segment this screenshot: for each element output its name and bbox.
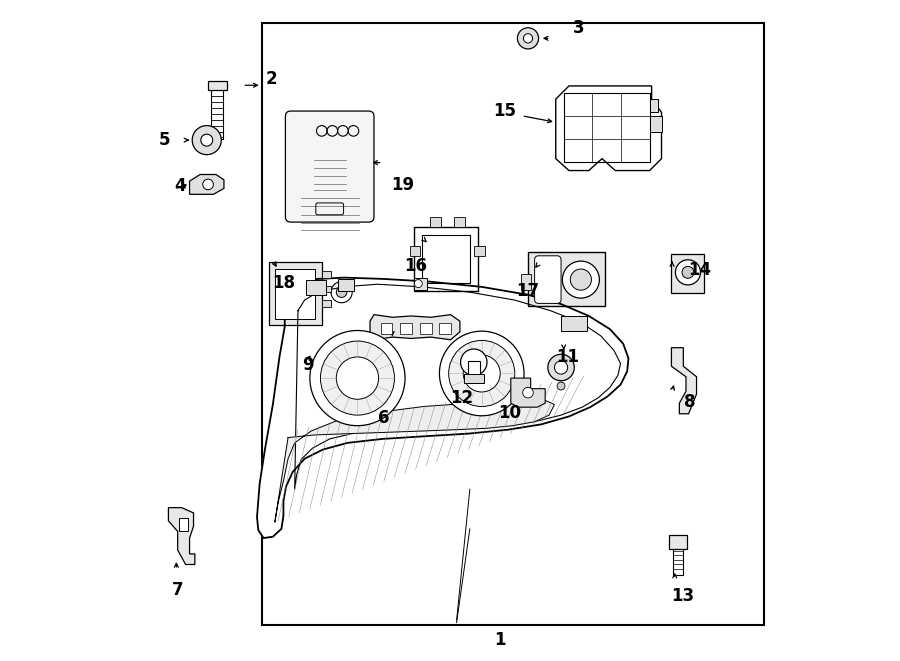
Bar bbox=[400, 323, 412, 334]
Circle shape bbox=[201, 134, 212, 146]
Circle shape bbox=[337, 287, 347, 297]
Bar bbox=[454, 217, 464, 227]
Circle shape bbox=[571, 269, 591, 290]
Polygon shape bbox=[370, 315, 460, 340]
Bar bbox=[521, 274, 531, 290]
Text: 6: 6 bbox=[378, 408, 390, 427]
Bar bbox=[430, 217, 441, 227]
Text: 5: 5 bbox=[158, 131, 170, 149]
Bar bbox=[322, 300, 331, 307]
Bar bbox=[306, 280, 326, 295]
Circle shape bbox=[337, 357, 379, 399]
Text: 11: 11 bbox=[556, 348, 580, 366]
Circle shape bbox=[320, 341, 394, 415]
Circle shape bbox=[193, 126, 221, 155]
Circle shape bbox=[524, 34, 533, 43]
Circle shape bbox=[562, 261, 599, 298]
Bar bbox=[474, 246, 485, 256]
Bar bbox=[414, 278, 427, 290]
Circle shape bbox=[310, 330, 405, 426]
Text: 10: 10 bbox=[498, 404, 521, 422]
Circle shape bbox=[449, 340, 515, 407]
Bar bbox=[561, 316, 588, 330]
Bar bbox=[414, 227, 478, 291]
Text: 17: 17 bbox=[517, 282, 540, 300]
Bar bbox=[269, 262, 322, 325]
Bar bbox=[464, 374, 483, 383]
Text: 14: 14 bbox=[688, 260, 711, 279]
Text: 19: 19 bbox=[391, 176, 414, 194]
Bar bbox=[322, 271, 331, 278]
Bar bbox=[338, 279, 355, 291]
Polygon shape bbox=[190, 175, 224, 194]
Polygon shape bbox=[511, 378, 545, 407]
Circle shape bbox=[414, 280, 422, 288]
Polygon shape bbox=[257, 278, 628, 538]
Bar bbox=[381, 323, 392, 334]
Bar bbox=[468, 361, 480, 375]
Circle shape bbox=[461, 349, 487, 375]
FancyBboxPatch shape bbox=[535, 256, 561, 303]
Text: 1: 1 bbox=[494, 631, 505, 649]
Bar bbox=[422, 235, 470, 283]
Polygon shape bbox=[556, 86, 662, 171]
Text: 13: 13 bbox=[671, 587, 694, 605]
Circle shape bbox=[439, 331, 524, 416]
Circle shape bbox=[331, 282, 352, 303]
Bar bbox=[650, 99, 658, 112]
Circle shape bbox=[675, 260, 700, 285]
FancyBboxPatch shape bbox=[285, 111, 374, 222]
Bar bbox=[563, 93, 650, 162]
Bar bbox=[275, 269, 315, 319]
Bar bbox=[528, 252, 605, 306]
Circle shape bbox=[682, 266, 694, 278]
Circle shape bbox=[518, 28, 538, 49]
Polygon shape bbox=[168, 508, 195, 564]
Bar bbox=[179, 518, 188, 531]
Text: 8: 8 bbox=[683, 393, 695, 411]
Bar bbox=[322, 286, 331, 292]
Text: 12: 12 bbox=[450, 389, 473, 407]
Bar bbox=[670, 254, 704, 293]
Bar bbox=[420, 323, 432, 334]
Circle shape bbox=[557, 382, 565, 390]
Text: 3: 3 bbox=[573, 19, 585, 37]
Circle shape bbox=[202, 179, 213, 190]
Polygon shape bbox=[274, 399, 554, 522]
Bar bbox=[669, 535, 688, 549]
Text: 15: 15 bbox=[492, 102, 516, 120]
Text: 18: 18 bbox=[272, 274, 295, 292]
Bar bbox=[208, 81, 227, 90]
Bar bbox=[439, 323, 451, 334]
Text: 16: 16 bbox=[404, 256, 428, 275]
Text: 9: 9 bbox=[302, 356, 314, 374]
Polygon shape bbox=[671, 348, 697, 414]
Circle shape bbox=[554, 361, 568, 374]
Bar bbox=[262, 23, 764, 625]
Circle shape bbox=[548, 354, 574, 381]
Text: 4: 4 bbox=[175, 177, 186, 196]
Circle shape bbox=[523, 387, 534, 398]
Text: 7: 7 bbox=[172, 580, 184, 599]
Circle shape bbox=[464, 355, 500, 392]
Text: 2: 2 bbox=[266, 70, 277, 89]
Bar bbox=[650, 116, 662, 132]
Bar bbox=[410, 246, 420, 256]
